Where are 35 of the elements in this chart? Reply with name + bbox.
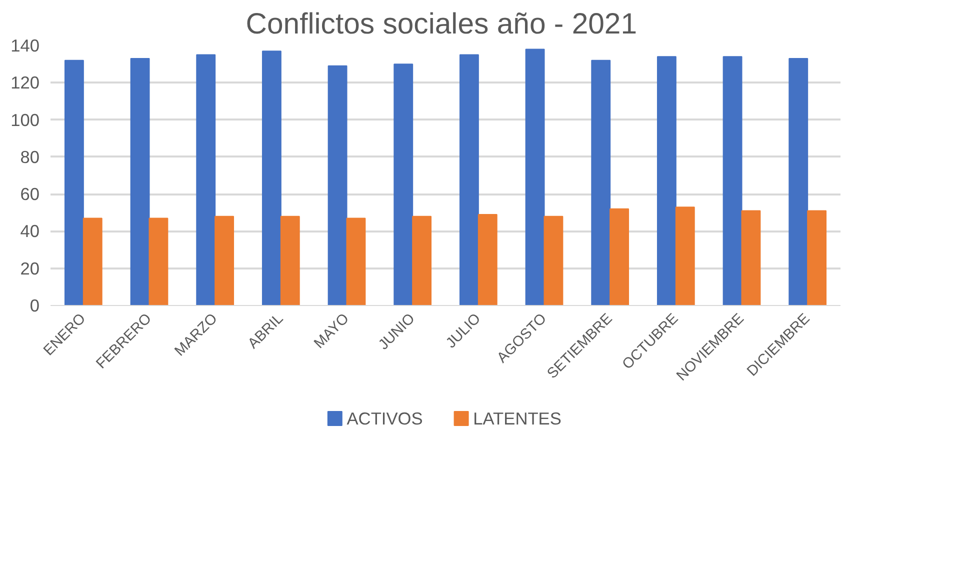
bar <box>788 58 808 306</box>
y-tick-label: 60 <box>20 184 40 204</box>
bar <box>544 216 564 306</box>
y-tick-label: 140 <box>10 36 40 56</box>
bar <box>722 56 742 306</box>
bar <box>64 60 84 306</box>
bar <box>346 218 366 306</box>
bar <box>412 216 432 306</box>
bar <box>280 216 300 306</box>
chart-title: Conflictos sociales año - 2021 <box>246 8 638 40</box>
y-tick-label: 80 <box>20 146 40 167</box>
legend-label: LATENTES <box>473 408 562 428</box>
y-tick-label: 40 <box>20 221 40 242</box>
bar <box>591 60 611 306</box>
bar <box>741 210 761 306</box>
bar <box>459 54 479 306</box>
bar <box>478 214 498 306</box>
bar <box>214 216 234 306</box>
bar <box>262 50 282 306</box>
bar <box>130 58 150 306</box>
bar <box>196 54 216 306</box>
bar <box>675 206 695 306</box>
bar <box>656 56 676 306</box>
bar <box>525 48 545 306</box>
y-tick-label: 20 <box>20 258 40 278</box>
y-tick-label: 120 <box>10 72 40 93</box>
bar <box>807 210 827 306</box>
y-tick-label: 100 <box>10 110 40 130</box>
bar <box>394 64 414 306</box>
bar <box>328 65 348 306</box>
bar <box>82 218 102 306</box>
bar <box>610 208 630 306</box>
bar <box>148 218 168 306</box>
y-tick-label: 0 <box>30 296 40 316</box>
legend-label: ACTIVOS <box>346 408 423 428</box>
